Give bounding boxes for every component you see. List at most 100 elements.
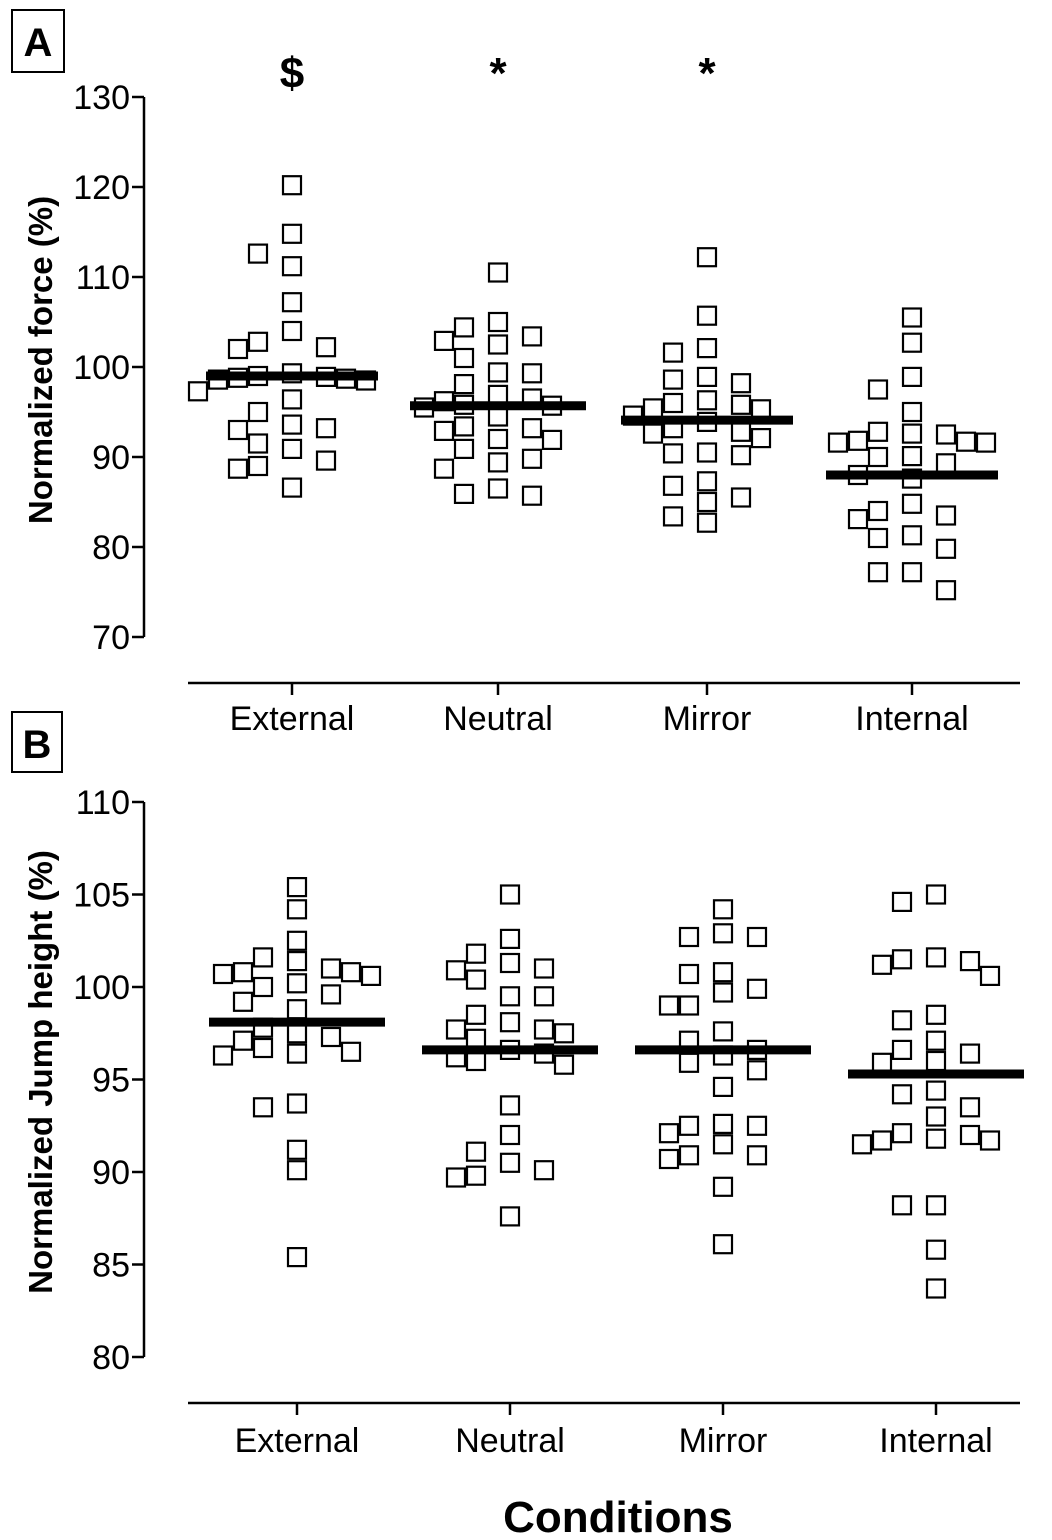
data-point: [750, 399, 772, 420]
data-point: [867, 446, 889, 468]
x-tick-label: Neutral: [455, 1422, 565, 1460]
data-point: [901, 307, 923, 328]
data-point: [247, 401, 269, 423]
data-point: [678, 1115, 700, 1136]
y-tick-label: 130: [73, 79, 130, 117]
data-point: [959, 1097, 981, 1118]
data-point: [487, 362, 509, 383]
data-point: [891, 891, 913, 913]
data-point: [925, 1080, 947, 1101]
data-point: [712, 1113, 734, 1135]
data-point: [712, 899, 734, 920]
data-point: [553, 1054, 575, 1075]
data-point: [901, 446, 923, 467]
data-point: [487, 428, 509, 450]
data-point: [678, 963, 700, 985]
data-point: [925, 1128, 947, 1149]
data-point: [730, 445, 752, 466]
panel-b: B Normalized Jump height (%) 80 85 90 95 100…: [11, 711, 1024, 1540]
data-point: [281, 292, 303, 313]
data-point: [851, 1134, 873, 1155]
data-point: [487, 262, 509, 283]
x-tick-label: Mirror: [663, 700, 752, 738]
data-point: [465, 1050, 487, 1072]
data-point: [891, 1123, 913, 1144]
data-point: [696, 390, 718, 411]
significance-marker: $: [280, 49, 304, 98]
data-point: [979, 1130, 1001, 1151]
data-point: [662, 392, 684, 414]
data-point: [252, 1037, 274, 1059]
data-point: [925, 947, 947, 968]
data-point: [453, 317, 475, 338]
data-point: [232, 962, 254, 983]
data-point: [658, 995, 680, 1016]
data-point: [925, 1030, 947, 1051]
panel-b-means: [209, 1017, 1024, 1079]
data-point: [453, 438, 475, 459]
data-point: [247, 331, 269, 352]
data-point: [465, 1004, 487, 1025]
data-point: [499, 884, 521, 905]
data-point: [642, 398, 664, 419]
y-tick-label: 95: [92, 1062, 130, 1100]
data-point: [959, 1043, 981, 1064]
data-point: [286, 973, 308, 994]
data-point: [227, 458, 249, 479]
panel-b-box: [11, 711, 63, 773]
data-point: [453, 483, 475, 504]
data-point: [746, 1145, 768, 1166]
data-point: [901, 493, 923, 514]
data-point: [187, 381, 209, 402]
data-point: [227, 338, 249, 360]
y-tick-label: 110: [76, 784, 130, 822]
data-point: [553, 1023, 575, 1044]
data-point: [871, 1052, 893, 1073]
y-tick-label: 105: [73, 877, 130, 915]
data-point: [286, 1139, 308, 1160]
data-point: [521, 485, 543, 506]
data-point: [867, 421, 889, 442]
data-point: [959, 1124, 981, 1146]
data-point: [935, 505, 957, 526]
data-point: [712, 982, 734, 1003]
data-point: [979, 965, 1001, 987]
data-point: [212, 963, 234, 985]
data-point: [445, 1019, 467, 1040]
data-point: [901, 525, 923, 546]
data-point: [487, 384, 509, 405]
data-point: [662, 506, 684, 527]
y-tick-label: 110: [76, 259, 130, 297]
data-point: [281, 175, 303, 196]
data-point: [281, 223, 303, 244]
data-point: [533, 986, 555, 1007]
data-point: [252, 976, 274, 998]
y-tick-label: 85: [92, 1247, 130, 1285]
data-point: [320, 958, 342, 979]
data-point: [286, 930, 308, 951]
data-point: [712, 1021, 734, 1042]
data-point: [499, 1012, 521, 1033]
data-point: [750, 428, 772, 449]
data-point: [286, 1093, 308, 1114]
data-point: [521, 418, 543, 439]
data-point: [445, 960, 467, 981]
data-point: [871, 954, 893, 975]
y-tick-label: 100: [73, 969, 130, 1007]
data-point: [281, 389, 303, 410]
data-point: [925, 1106, 947, 1127]
data-point: [696, 471, 718, 492]
data-point: [521, 448, 543, 469]
data-point: [499, 1124, 521, 1146]
x-tick-label: Mirror: [679, 1422, 768, 1460]
data-point: [662, 475, 684, 496]
panel-a-points: [187, 175, 997, 601]
data-point: [281, 477, 303, 498]
data-point: [730, 421, 752, 442]
data-point: [499, 928, 521, 950]
panel-a: A Normalized force (%) 70 80 90 100 110 120 13…: [11, 9, 1020, 738]
data-point: [232, 1030, 254, 1051]
significance-marker: *: [489, 49, 507, 98]
data-point: [730, 487, 752, 508]
data-point: [696, 366, 718, 387]
